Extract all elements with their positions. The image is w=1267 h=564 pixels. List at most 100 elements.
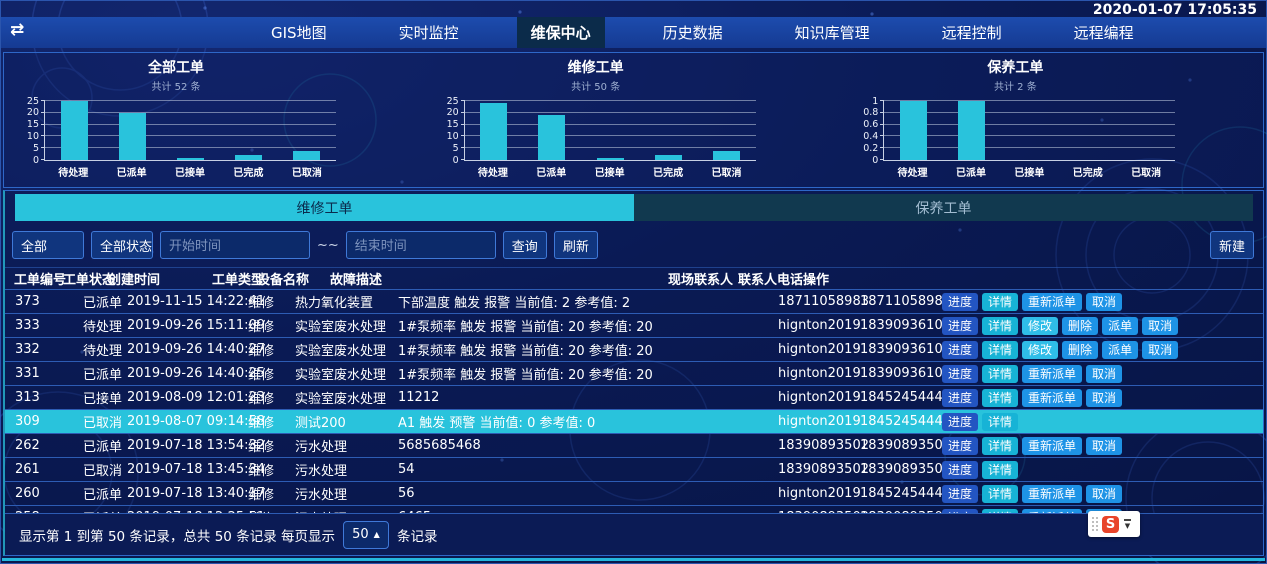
cancel-button[interactable]: 取消 — [1086, 484, 1123, 503]
cell-order-id: 313 — [15, 390, 40, 405]
cell-fault-desc: 1#泵频率 触发 报警 当前值: 20 参考值: 20 — [398, 344, 653, 359]
progress-button[interactable]: 进度 — [942, 436, 979, 455]
redispatch-button[interactable]: 重新派单 — [1022, 388, 1083, 407]
dispatch-button[interactable]: 派单 — [1102, 340, 1139, 359]
cell-order-id: 260 — [15, 486, 40, 501]
cancel-button[interactable]: 取消 — [1142, 340, 1179, 359]
x-tick-label: 已取消 — [291, 168, 322, 179]
swap-arrows-icon[interactable]: ⇄ — [10, 20, 25, 40]
table-row[interactable]: 313 已接单 2019-08-09 12:01:23 维修 实验室废水处理 11212 h… — [5, 385, 1263, 409]
nav-item-实时监控[interactable]: 实时监控 — [398, 24, 459, 42]
redispatch-button[interactable]: 重新派单 — [1022, 292, 1083, 311]
cancel-button[interactable]: 取消 — [1142, 316, 1179, 335]
x-tick-label: 已派单 — [116, 168, 147, 179]
details-button[interactable]: 详情 — [982, 292, 1019, 311]
progress-button[interactable]: 进度 — [942, 388, 979, 407]
details-button[interactable]: 详情 — [982, 412, 1019, 431]
cell-created-time: 2019-08-07 09:14:58 — [127, 414, 266, 429]
progress-button[interactable]: 进度 — [942, 340, 979, 359]
col-header-order-id: 工单编号 — [14, 273, 67, 288]
table-row[interactable]: 309 已取消 2019-08-07 09:14:58 维修 测试200 A1 触发 预警… — [5, 409, 1263, 433]
progress-button[interactable]: 进度 — [942, 364, 979, 383]
delete-button[interactable]: 删除 — [1062, 316, 1099, 335]
bar-slot — [45, 101, 103, 160]
table-row[interactable]: 331 已派单 2019-09-26 14:40:25 维修 实验室废水处理 1#泵频率 … — [5, 361, 1263, 385]
progress-button[interactable]: 进度 — [942, 412, 979, 431]
nav-item-历史数据[interactable]: 历史数据 — [662, 24, 723, 42]
edit-button[interactable]: 修改 — [1022, 316, 1059, 335]
redispatch-button[interactable]: 重新派单 — [1022, 436, 1083, 455]
order-type-filter-select[interactable]: 全部 — [12, 231, 84, 259]
table-row[interactable]: 332 待处理 2019-09-26 14:40:27 维修 实验室废水处理 1#泵频率 … — [5, 337, 1263, 361]
details-button[interactable]: 详情 — [982, 436, 1019, 455]
details-button[interactable]: 详情 — [982, 340, 1019, 359]
tab-维修工单[interactable]: 维修工单 — [15, 194, 634, 221]
cell-order-id: 332 — [15, 342, 40, 357]
cell-created-time: 2019-09-26 14:40:27 — [127, 342, 266, 357]
col-header-phone: 联系人电话 — [738, 273, 804, 288]
row-actions: 进度 详情 修改 删除 派单 取消 — [942, 316, 1263, 335]
tab-保养工单[interactable]: 保养工单 — [634, 194, 1253, 221]
progress-button[interactable]: 进度 — [942, 316, 979, 335]
progress-button[interactable]: 进度 — [942, 292, 979, 311]
cell-device-name: 实验室废水处理 — [295, 368, 387, 383]
redispatch-button[interactable]: 重新派单 — [1022, 364, 1083, 383]
cell-order-id: 373 — [15, 294, 40, 309]
gridline — [884, 135, 1176, 137]
edit-button[interactable]: 修改 — [1022, 340, 1059, 359]
cell-order-type: 维修 — [248, 440, 275, 455]
cell-status: 已派单 — [83, 488, 123, 503]
chart-plot-area: 0 5 10 15 20 25 — [447, 96, 756, 164]
status-filter-select[interactable]: 全部状态 — [91, 231, 153, 259]
nav-item-远程控制[interactable]: 远程控制 — [941, 24, 1002, 42]
cell-order-type: 维修 — [248, 464, 275, 479]
cell-fault-desc: 下部温度 触发 报警 当前值: 2 参考值: 2 — [398, 296, 631, 311]
nav-item-维保中心[interactable]: 维保中心 — [516, 17, 605, 48]
y-tick — [880, 111, 885, 113]
details-button[interactable]: 详情 — [982, 364, 1019, 383]
table-row[interactable]: 261 已取消 2019-07-18 13:45:34 维修 污水处理 54 1839089… — [5, 457, 1263, 481]
table-row[interactable]: 333 待处理 2019-09-26 15:11:09 维修 实验室废水处理 1#泵频率 … — [5, 313, 1263, 337]
col-header-order-type: 工单类型 — [212, 273, 265, 288]
progress-button[interactable]: 进度 — [942, 484, 979, 503]
end-time-input[interactable] — [345, 231, 496, 259]
nav-item-知识库管理[interactable]: 知识库管理 — [794, 24, 870, 42]
y-tick — [41, 123, 45, 125]
details-button[interactable]: 详情 — [982, 316, 1019, 335]
y-tick-label: 5 — [32, 142, 39, 154]
start-time-input[interactable] — [160, 231, 310, 259]
details-button[interactable]: 详情 — [982, 484, 1019, 503]
cell-created-time: 2019-07-18 13:54:32 — [127, 438, 266, 453]
redispatch-button[interactable]: 重新派单 — [1022, 484, 1083, 503]
table-row[interactable]: 260 已派单 2019-07-18 13:40:17 维修 污水处理 56 hignton… — [5, 481, 1263, 505]
cell-order-id: 309 — [15, 414, 40, 429]
delete-button[interactable]: 删除 — [1062, 340, 1099, 359]
cancel-button[interactable]: 取消 — [1086, 364, 1123, 383]
cancel-button[interactable]: 取消 — [1086, 292, 1123, 311]
filter-toolbar: 全部 全部状态 ~~ 查询 刷新 新建 — [12, 230, 1254, 260]
gridline — [464, 100, 756, 101]
details-button[interactable]: 详情 — [982, 460, 1019, 479]
page-size-select[interactable]: 50 ▲ — [342, 520, 389, 549]
details-button[interactable]: 详情 — [982, 388, 1019, 407]
refresh-button[interactable]: 刷新 — [553, 231, 598, 259]
cancel-button[interactable]: 取消 — [1086, 436, 1123, 455]
table-row[interactable]: 373 已派单 2019-11-15 14:22:41 维修 热力氧化装置 下部温度 触发… — [5, 289, 1263, 313]
sogou-ime-widget[interactable]: S ▼ — [1088, 511, 1140, 537]
dispatch-button[interactable]: 派单 — [1102, 316, 1139, 335]
search-button[interactable]: 查询 — [502, 231, 547, 259]
x-tick-label: 待处理 — [477, 168, 508, 179]
cancel-button[interactable]: 取消 — [1086, 388, 1123, 407]
nav-item-GIS地图[interactable]: GIS地图 — [271, 24, 327, 42]
row-actions: 进度 详情 — [942, 460, 1263, 479]
nav-item-远程编程[interactable]: 远程编程 — [1073, 24, 1134, 42]
bar-slot — [1001, 101, 1059, 160]
bar-slot — [465, 101, 523, 160]
chart-title: 全部工单 — [148, 60, 204, 76]
ime-collapse-control[interactable]: ▼ — [1124, 519, 1131, 530]
progress-button[interactable]: 进度 — [942, 460, 979, 479]
y-tick — [460, 159, 465, 160]
create-button[interactable]: 新建 — [1209, 231, 1254, 259]
cell-created-time: 2019-09-26 15:11:09 — [127, 318, 266, 333]
table-row[interactable]: 262 已派单 2019-07-18 13:54:32 维修 污水处理 568568546… — [5, 433, 1263, 457]
